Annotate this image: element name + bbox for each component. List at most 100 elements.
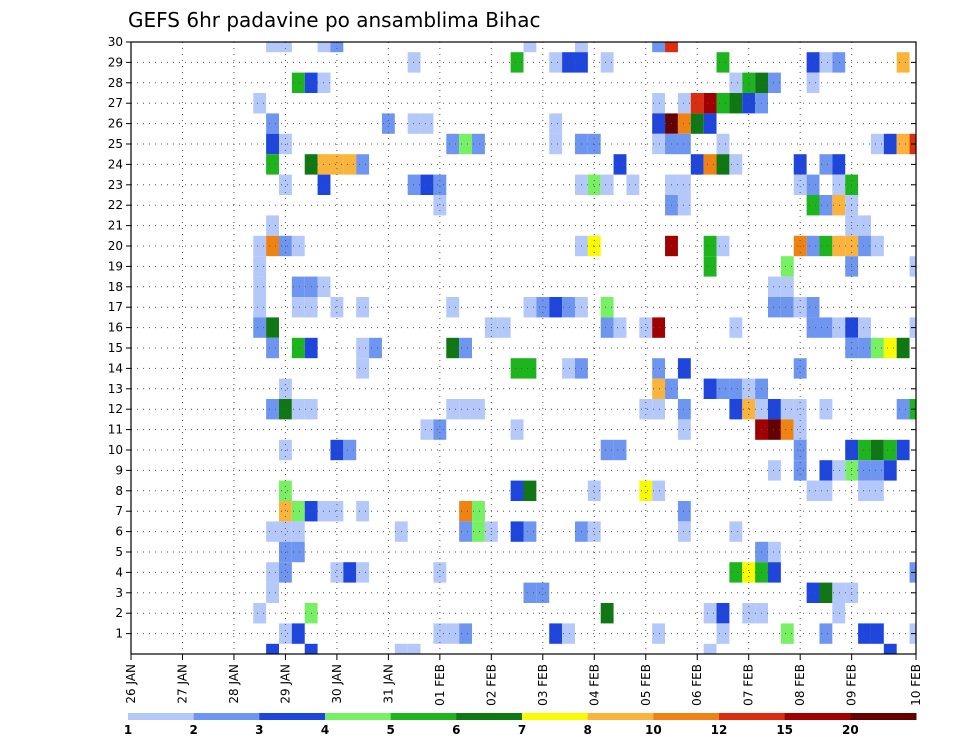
heatmap-cell (278, 42, 292, 53)
chart-title: GEFS 6hr padavine po ansamblima Bihac (128, 8, 540, 32)
heatmap-cell (896, 337, 910, 359)
heatmap-cell (291, 235, 305, 257)
heatmap-cell (600, 603, 614, 624)
heatmap-cell (253, 603, 267, 624)
heatmap-cell (304, 643, 318, 654)
heatmap-cell (549, 133, 563, 155)
heatmap-cell (870, 439, 884, 461)
heatmap-cell (253, 256, 267, 277)
heatmap-cell (742, 562, 756, 583)
heatmap-cell (356, 562, 370, 583)
heatmap-cell (870, 337, 884, 359)
heatmap-cell (729, 378, 743, 399)
heatmap-cell (768, 297, 781, 318)
heatmap-cell (819, 235, 833, 257)
heatmap-cell (819, 460, 833, 481)
heatmap-cell (819, 154, 833, 175)
y-tick-label: 22 (108, 198, 123, 212)
heatmap-cell (793, 174, 807, 195)
legend-label: 2 (189, 723, 197, 737)
heatmap-cell (819, 52, 833, 73)
x-tick-label: 02 FEB (484, 664, 498, 706)
heatmap-cell (291, 72, 305, 93)
y-tick-label: 12 (108, 402, 123, 416)
heatmap-cell (793, 297, 807, 318)
heatmap-cell (394, 643, 408, 654)
y-tick-label: 7 (115, 504, 123, 518)
y-tick-label: 23 (108, 178, 123, 192)
y-tick-label: 18 (108, 280, 123, 294)
legend-label: 6 (452, 723, 460, 737)
heatmap-cell (883, 133, 897, 155)
heatmap-cell (870, 480, 884, 501)
gridlines (131, 41, 916, 654)
x-tick-label: 09 FEB (845, 664, 859, 706)
heatmap-cell (600, 317, 614, 338)
heatmap-cell (716, 93, 730, 114)
legend-label: 1 (124, 723, 132, 737)
heatmap-cell (523, 297, 537, 318)
heatmap-cell (729, 521, 743, 542)
heatmap-cell (472, 133, 485, 155)
heatmap-cell (343, 562, 357, 583)
heatmap-cell (883, 439, 897, 461)
heatmap-cell (780, 297, 794, 318)
heatmap-cell (420, 419, 434, 440)
heatmap-cell (600, 52, 614, 73)
heatmap-cell (266, 521, 279, 542)
heatmap-cell (690, 154, 704, 175)
heatmap-cell (742, 93, 756, 114)
x-axis: 26 JAN 27 JAN 28 JAN 29 JAN 30 JAN 31 JAN 01 F… (124, 654, 923, 706)
heatmap-cell (587, 480, 601, 501)
x-tick-label: 29 JAN (278, 664, 292, 704)
heatmap-cell (858, 337, 871, 359)
heatmap-cell (523, 42, 537, 53)
heatmap-cell (472, 501, 485, 522)
legend-swatch (193, 713, 260, 720)
heatmap-cell (266, 154, 279, 175)
heatmap-cell (317, 154, 331, 175)
heatmap-cell (793, 358, 807, 379)
heatmap-cell (768, 562, 781, 583)
legend-label: 15 (776, 723, 793, 737)
heatmap-cell (472, 399, 485, 420)
heatmap-cell (870, 235, 884, 257)
heatmap-cell (330, 154, 344, 175)
legend-swatch (325, 713, 392, 720)
heatmap-cell (317, 72, 331, 93)
heatmap-cell (433, 562, 447, 583)
heatmap-cell (330, 297, 344, 318)
heatmap-cell (896, 399, 910, 420)
heatmap-cell (780, 399, 794, 420)
heatmap-cell (420, 113, 434, 134)
y-tick-label: 17 (108, 300, 123, 314)
heatmap-cell (665, 42, 678, 53)
heatmap-cell (806, 195, 820, 216)
legend-swatch (587, 713, 654, 720)
heatmap-cell (266, 235, 279, 257)
legend-swatch (259, 713, 326, 720)
y-tick-label: 30 (108, 35, 123, 49)
heatmap-cell (433, 419, 447, 440)
heatmap-cell (858, 460, 871, 481)
heatmap-cell (819, 480, 833, 501)
heatmap-cell (266, 42, 279, 53)
heatmap-cell (356, 358, 370, 379)
heatmap-cell (742, 72, 756, 93)
heatmap-cell (317, 501, 331, 522)
x-tick-label: 26 JAN (124, 664, 138, 704)
heatmap-cell (768, 276, 781, 297)
y-tick-label: 25 (108, 137, 123, 151)
heatmap-cell (677, 358, 691, 379)
plot-frame (130, 41, 917, 655)
heatmap-cell (832, 174, 846, 195)
heatmap-cell (317, 42, 331, 53)
heatmap-cell (266, 643, 279, 654)
heatmap-cell (652, 317, 666, 338)
heatmap-cell (652, 399, 666, 420)
heatmap-cell (600, 297, 614, 318)
heatmap-cell (806, 174, 820, 195)
heatmap-cell (832, 52, 846, 73)
legend-label: 12 (711, 723, 728, 737)
heatmap-cell (716, 603, 730, 624)
